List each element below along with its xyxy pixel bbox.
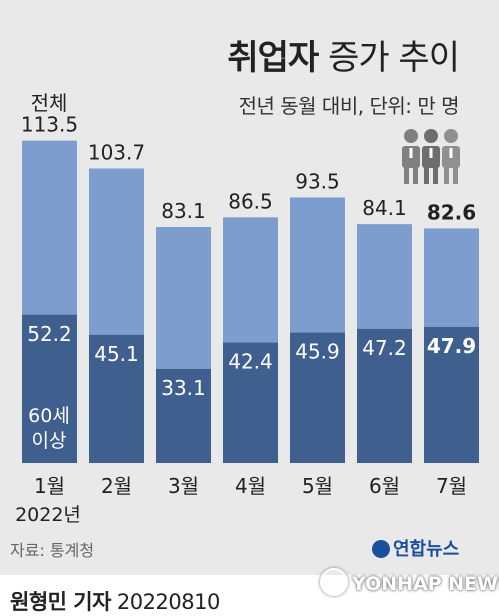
senior-value-label: 47.2	[362, 336, 407, 360]
total-value-label: 103.7	[88, 140, 145, 164]
bar-senior	[357, 328, 412, 463]
category-label: 3월	[168, 474, 199, 498]
category-label: 5월	[302, 474, 333, 498]
senior-value-label: 47.9	[427, 334, 476, 358]
total-series-label: 전체	[31, 91, 68, 115]
senior-series-label: 60세	[28, 405, 70, 427]
senior-value-label: 45.9	[295, 340, 340, 364]
total-value-label: 84.1	[362, 196, 407, 220]
senior-value-label: 45.1	[94, 342, 139, 366]
category-label: 1월	[34, 474, 65, 498]
total-value-label: 83.1	[161, 199, 206, 223]
bar-senior	[290, 332, 345, 463]
bar-senior	[22, 314, 77, 463]
logo-icon	[372, 540, 390, 558]
publish-date: 20220810	[116, 590, 220, 614]
category-label: 6월	[369, 474, 400, 498]
bar-senior	[223, 342, 278, 463]
title-bold: 취업자	[227, 38, 319, 78]
category-label: 4월	[235, 474, 266, 498]
bar-senior	[424, 326, 479, 463]
total-value-label: 113.5	[21, 113, 78, 137]
agency-logo: 연합뉴스	[372, 535, 459, 561]
title-light: 증가 추이	[328, 38, 460, 78]
source-note: 자료: 통계청	[10, 541, 95, 560]
bar-senior	[89, 334, 144, 463]
logo-text: 연합뉴스	[393, 539, 460, 560]
senior-series-label: 이상	[32, 430, 67, 452]
total-value-label: 86.5	[228, 189, 273, 213]
senior-value-label: 52.2	[27, 322, 72, 346]
category-label: 7월	[436, 474, 467, 498]
bar-senior	[156, 368, 211, 463]
category-label: 2월	[101, 474, 132, 498]
total-value-label: 82.6	[427, 200, 476, 224]
total-value-label: 93.5	[295, 169, 340, 193]
chart-subtitle: 전년 동월 대비, 단위: 만 명	[238, 94, 460, 118]
people-icon	[402, 129, 460, 184]
reporter-line: 원형민 기자 20220810	[10, 586, 220, 616]
chart-title: 취업자 증가 추이	[227, 30, 460, 79]
watermark-icon	[320, 568, 348, 596]
reporter-name: 원형민 기자	[10, 590, 111, 614]
watermark: YONHAP NEWS	[320, 568, 499, 596]
bar-chart: 113.5 52.2 1월 103.7 45.1 2월 83.1 33.1 3월 86.5 42.4…	[15, 91, 479, 526]
senior-value-label: 33.1	[161, 376, 206, 400]
year-label: 2022년	[15, 504, 81, 526]
senior-value-label: 42.4	[228, 350, 273, 374]
watermark-text: YONHAP NEWS	[352, 573, 499, 595]
